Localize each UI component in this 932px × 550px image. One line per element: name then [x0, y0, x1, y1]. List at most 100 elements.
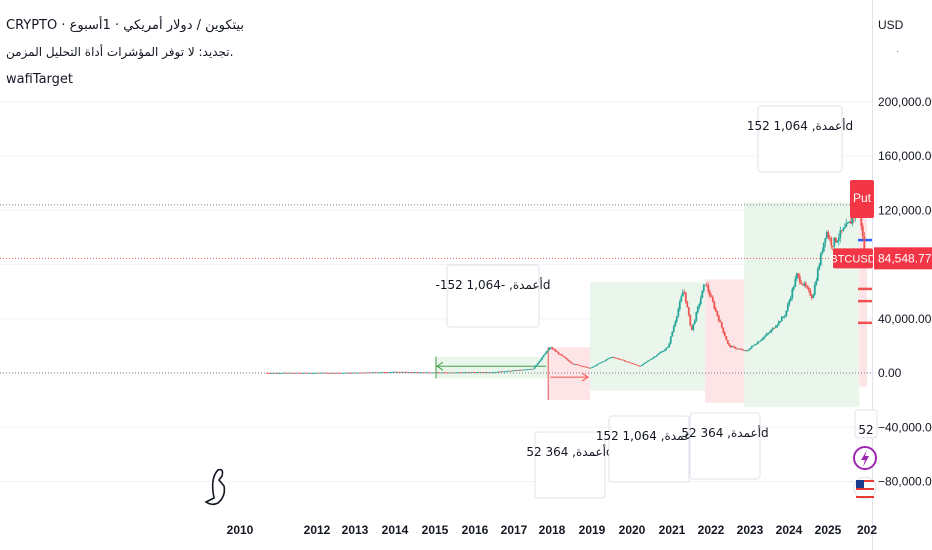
candle-body — [789, 297, 792, 301]
candle-body — [386, 372, 389, 374]
candle-body — [308, 372, 311, 374]
candle-body — [541, 357, 543, 360]
candle-body — [499, 371, 502, 373]
put-badge-text: Put — [853, 191, 872, 205]
candle-body — [579, 365, 581, 367]
time-tick-label: 2010 — [227, 523, 254, 537]
candle-body — [270, 373, 273, 374]
indicator-name[interactable]: wafiTarget — [6, 72, 74, 87]
zone-label-text: 52 أعمدة, 364d — [526, 444, 613, 459]
candle-body — [375, 372, 378, 374]
candle-body — [395, 371, 398, 373]
currency-label[interactable]: USD — [878, 18, 904, 32]
zone-green-2 — [590, 282, 706, 391]
candle-body — [747, 349, 750, 351]
candle-body — [686, 302, 689, 308]
candle-body — [782, 316, 785, 318]
candle-body — [675, 316, 678, 322]
candle-body — [702, 284, 705, 291]
price-badge-text: 84,548.77 — [878, 251, 932, 265]
candle-body — [419, 372, 421, 374]
candle-body — [591, 367, 594, 368]
candle-body — [348, 372, 351, 374]
candle-body — [475, 372, 478, 373]
chart-symbol-title[interactable]: CRYPTO · بيتكوين / دولار أمريكي · 1أسبوع — [6, 18, 245, 33]
candle-body — [840, 230, 843, 232]
side-icons[interactable] — [204, 446, 877, 506]
candle-body — [539, 359, 542, 362]
candle-body — [600, 362, 603, 363]
candle-body — [276, 372, 279, 374]
zone-label-box — [534, 431, 606, 499]
candle-body — [351, 372, 354, 374]
candle-body — [731, 346, 734, 348]
candle-body — [797, 273, 800, 277]
candle-body — [514, 370, 517, 372]
candle-body — [582, 366, 584, 368]
candle-body — [529, 369, 532, 370]
candle-body — [687, 307, 690, 315]
candle-body — [465, 372, 467, 374]
candle-body — [336, 372, 339, 374]
candle-body — [344, 372, 346, 374]
candle-body — [406, 372, 409, 373]
candle-body — [684, 292, 687, 303]
candle-body — [741, 349, 744, 351]
dino-logo-icon — [204, 468, 226, 506]
candle-body — [725, 336, 728, 341]
candle-body — [740, 349, 743, 350]
candle-body — [770, 329, 773, 333]
candle-body — [505, 371, 508, 372]
candle-body — [526, 369, 529, 371]
candle-body — [411, 372, 414, 373]
candle-body — [306, 372, 308, 374]
price-axis[interactable]: 200,000.00 160,000.00 120,000.00 40,000.00 0… — [878, 46, 932, 489]
candle-body — [492, 372, 495, 374]
zone-label-box — [854, 409, 878, 439]
candle-body — [666, 346, 669, 349]
candle-body — [663, 349, 666, 352]
candle-body — [535, 365, 538, 367]
candle-body — [517, 370, 520, 371]
candle-body — [696, 306, 699, 313]
time-axis[interactable]: 2010 2012 2013 2014 2015 2016 2017 2018 2019 2020… — [227, 523, 878, 537]
flag-canton — [856, 480, 864, 488]
time-tick-label: 2020 — [619, 523, 646, 537]
candle-body — [807, 287, 810, 290]
flag-stripe — [856, 480, 874, 482]
candle-body — [310, 372, 313, 374]
candle-body — [319, 372, 322, 374]
candle-body — [298, 372, 301, 374]
candle-body — [719, 320, 722, 323]
price-tick-label: 0.00 — [878, 366, 902, 380]
candle-body — [609, 357, 612, 359]
lightning-bolt — [861, 450, 869, 467]
candle-body — [269, 373, 271, 374]
candle-body — [571, 362, 574, 364]
candle-body — [331, 372, 333, 374]
candle-body — [457, 372, 460, 374]
candle-body — [816, 269, 819, 281]
flag-stripe — [856, 496, 874, 498]
candle-body — [801, 284, 804, 286]
candle-body — [392, 371, 395, 373]
candle-body — [819, 253, 822, 266]
candle-body — [831, 245, 834, 247]
candle-body — [752, 345, 755, 347]
candle-body — [803, 283, 806, 286]
candle-body — [583, 366, 586, 368]
candle-body — [382, 372, 384, 373]
candle-body — [478, 372, 481, 373]
candle-body — [839, 230, 842, 238]
candle-body — [631, 363, 634, 364]
zone-label-text: 52 — [858, 423, 873, 437]
candle-body — [629, 362, 632, 364]
candle-body — [271, 372, 274, 374]
candle-body — [345, 372, 348, 374]
candle-body — [266, 373, 268, 374]
candle-body — [429, 372, 432, 374]
candle-body — [815, 280, 818, 285]
candle-body — [654, 356, 657, 358]
candle-body — [783, 316, 786, 317]
